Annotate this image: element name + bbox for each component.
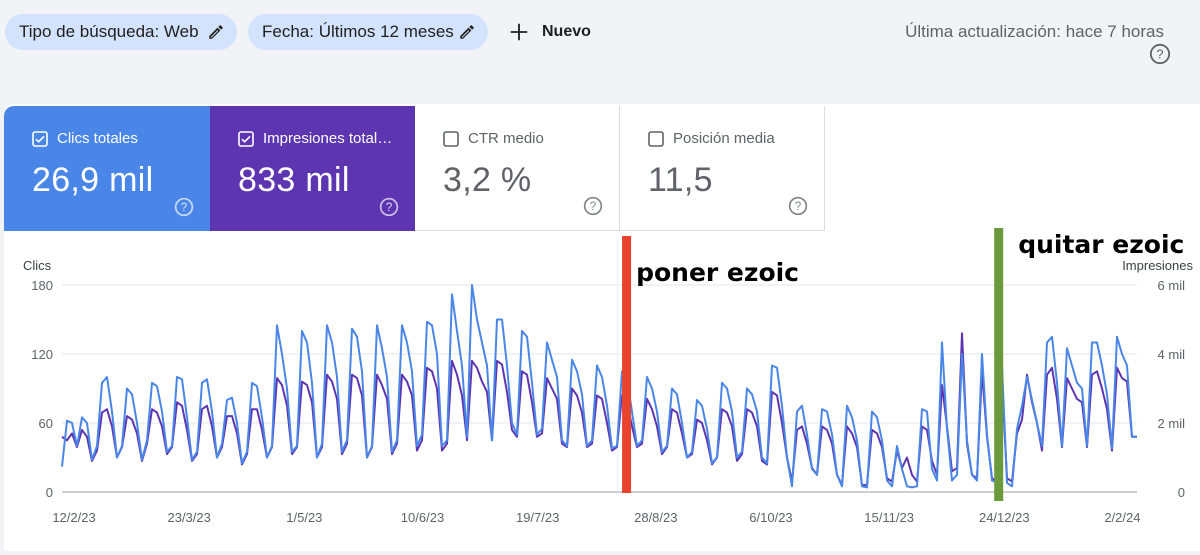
help-icon[interactable]: ? [174, 197, 194, 217]
y-tick-right: 0 [1178, 485, 1185, 500]
x-axis-ticks: 12/2/23 23/3/23 1/5/23 10/6/23 19/7/23 28/8/2… [52, 510, 1140, 525]
x-tick-label: 6/10/23 [749, 510, 792, 525]
new-filter-button[interactable]: Nuevo [508, 16, 591, 48]
checkbox-checked-icon[interactable] [238, 130, 254, 147]
y-axis-right-label: Impresiones [1122, 258, 1193, 273]
impressions-series-line [61, 332, 1137, 487]
y-tick-left: 180 [31, 278, 53, 293]
x-tick-label: 12/2/23 [52, 510, 95, 525]
checkbox-checked-icon[interactable] [32, 130, 48, 147]
metric-card-ctr-header: CTR medio [443, 130, 619, 147]
search-type-filter-label: Tipo de búsqueda: Web [19, 22, 199, 41]
filter-bar: Tipo de búsqueda: Web Fecha: Últimos 12 … [0, 0, 1200, 66]
metric-value: 11,5 [648, 161, 713, 199]
x-tick-label: 19/7/23 [516, 510, 559, 525]
checkbox-unchecked-icon[interactable] [648, 130, 664, 147]
metric-card-impressions[interactable]: Impresiones total… 833 mil ? [210, 106, 415, 231]
help-icon[interactable]: ? [788, 196, 808, 216]
metric-card-position-header: Posición media [648, 130, 824, 147]
metric-label: Impresiones total… [263, 130, 393, 147]
annotation-marker [994, 228, 1004, 501]
x-tick-label: 2/2/24 [1104, 510, 1140, 525]
x-tick-label: 28/8/23 [634, 510, 677, 525]
svg-text:?: ? [181, 201, 188, 214]
annotation-marker [622, 236, 632, 493]
annotation-label: quitar ezoic [1018, 230, 1184, 259]
metric-label: Clics totales [57, 130, 138, 147]
metric-label: CTR medio [468, 130, 544, 147]
help-icon[interactable]: ? [1149, 43, 1171, 65]
svg-text:?: ? [386, 201, 393, 214]
x-tick-label: 1/5/23 [286, 510, 322, 525]
metric-card-impressions-header: Impresiones total… [238, 130, 415, 147]
chart-annotations: poner ezoic quitar ezoic [622, 228, 1184, 501]
metric-value: 833 mil [238, 161, 350, 199]
last-update-label: Última actualización: hace 7 horas [905, 22, 1164, 41]
metric-card-clicks-header: Clics totales [32, 130, 210, 147]
metric-value: 3,2 % [443, 161, 532, 199]
chart-grid [62, 284, 1137, 493]
new-filter-label: Nuevo [542, 23, 591, 40]
help-icon[interactable]: ? [379, 197, 399, 217]
metric-card-clicks[interactable]: Clics totales 26,9 mil ? [4, 106, 210, 231]
search-type-filter-chip[interactable]: Tipo de búsqueda: Web [5, 14, 237, 50]
last-update-text: Última actualización: hace 7 horas ? [905, 22, 1171, 65]
edit-icon[interactable] [458, 23, 476, 41]
clicks-series-line [61, 284, 1137, 489]
y-axis-right-ticks: 6 mil 4 mil 2 mil 0 [1158, 278, 1186, 500]
y-axis-left-label: Clics [23, 258, 52, 273]
y-axis-left-ticks: 180 120 60 0 [31, 278, 53, 500]
metric-value: 26,9 mil [32, 161, 154, 199]
x-tick-label: 15/11/23 [864, 510, 914, 525]
annotation-label: poner ezoic [636, 258, 799, 287]
y-tick-left: 120 [31, 347, 53, 362]
x-tick-label: 23/3/23 [167, 510, 210, 525]
chart-lines [61, 284, 1137, 489]
metric-card-position[interactable]: Posición media 11,5 ? [620, 106, 825, 231]
svg-text:?: ? [590, 200, 597, 213]
date-filter-label: Fecha: Últimos 12 meses [262, 22, 454, 41]
svg-text:?: ? [1156, 47, 1163, 62]
y-tick-left: 60 [39, 416, 53, 431]
metric-label: Posición media [673, 130, 775, 147]
y-tick-right: 2 mil [1158, 416, 1186, 431]
y-tick-right: 6 mil [1158, 278, 1186, 293]
checkbox-unchecked-icon[interactable] [443, 130, 459, 147]
help-icon[interactable]: ? [583, 196, 603, 216]
x-tick-label: 10/6/23 [401, 510, 444, 525]
y-tick-left: 0 [46, 485, 53, 500]
metric-card-ctr[interactable]: CTR medio 3,2 % ? [415, 106, 620, 231]
date-filter-chip[interactable]: Fecha: Últimos 12 meses [248, 14, 488, 50]
x-tick-label: 24/12/23 [979, 510, 1030, 525]
plus-icon [510, 23, 528, 41]
svg-text:?: ? [795, 200, 802, 213]
y-tick-right: 4 mil [1158, 347, 1186, 362]
edit-icon[interactable] [207, 23, 225, 41]
